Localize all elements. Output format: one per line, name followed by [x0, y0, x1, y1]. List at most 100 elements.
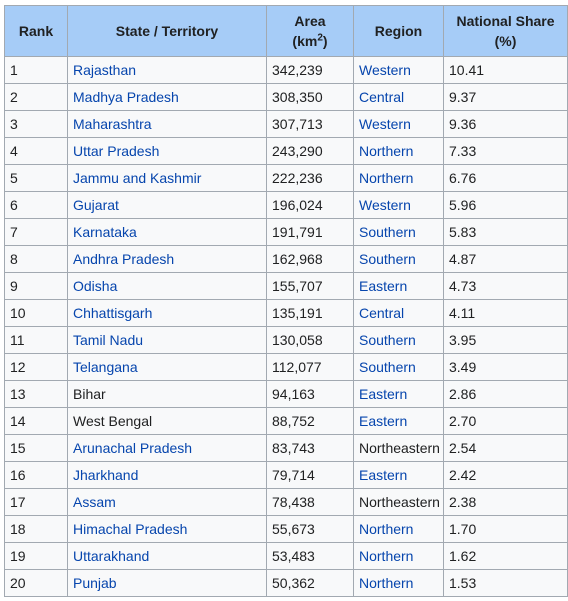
table-row: 16 Jharkhand 79,714 Eastern 2.42 — [4, 461, 568, 489]
state-link[interactable]: Gujarat — [67, 191, 267, 219]
region-link: Northeastern — [353, 434, 444, 462]
region-link[interactable]: Southern — [353, 218, 444, 246]
area-unit-suffix: ) — [322, 33, 328, 49]
area-header-label: Area — [294, 13, 326, 29]
share-cell: 1.70 — [443, 515, 568, 543]
rank-cell: 12 — [4, 353, 68, 381]
table-row: 3 Maharashtra 307,713 Western 9.36 — [4, 110, 568, 138]
share-cell: 4.87 — [443, 245, 568, 273]
state-link[interactable]: Uttar Pradesh — [67, 137, 267, 165]
state-link[interactable]: Arunachal Pradesh — [67, 434, 267, 462]
area-cell: 162,968 — [266, 245, 354, 273]
rank-cell: 10 — [4, 299, 68, 327]
area-cell: 112,077 — [266, 353, 354, 381]
rank-cell: 16 — [4, 461, 68, 489]
region-link[interactable]: Northern — [353, 542, 444, 570]
table-row: 18 Himachal Pradesh 55,673 Northern 1.70 — [4, 515, 568, 543]
state-link[interactable]: Odisha — [67, 272, 267, 300]
state-link[interactable]: Karnataka — [67, 218, 267, 246]
rank-cell: 13 — [4, 380, 68, 408]
area-cell: 308,350 — [266, 83, 354, 111]
area-cell: 50,362 — [266, 569, 354, 597]
area-cell: 135,191 — [266, 299, 354, 327]
area-cell: 79,714 — [266, 461, 354, 489]
area-unit-superscript: 2 — [317, 32, 323, 44]
state-link[interactable]: Jammu and Kashmir — [67, 164, 267, 192]
share-cell: 5.96 — [443, 191, 568, 219]
region-link[interactable]: Southern — [353, 245, 444, 273]
region-column-header[interactable]: Region — [353, 5, 444, 57]
region-link[interactable]: Central — [353, 83, 444, 111]
state-link[interactable]: Chhattisgarh — [67, 299, 267, 327]
rank-cell: 9 — [4, 272, 68, 300]
share-column-header[interactable]: National Share (%) — [443, 5, 568, 57]
region-link[interactable]: Eastern — [353, 461, 444, 489]
region-link[interactable]: Northern — [353, 164, 444, 192]
share-cell: 10.41 — [443, 56, 568, 84]
state-link: West Bengal — [67, 407, 267, 435]
table-row: 15 Arunachal Pradesh 83,743 Northeastern 2.5… — [4, 434, 568, 462]
rank-cell: 17 — [4, 488, 68, 516]
share-cell: 2.70 — [443, 407, 568, 435]
table-row: 10 Chhattisgarh 135,191 Central 4.11 — [4, 299, 568, 327]
share-header-unit: (%) — [494, 33, 517, 49]
state-column-header[interactable]: State / Territory — [67, 5, 267, 57]
share-cell: 7.33 — [443, 137, 568, 165]
state-link[interactable]: Madhya Pradesh — [67, 83, 267, 111]
rank-cell: 3 — [4, 110, 68, 138]
table-row: 14 West Bengal 88,752 Eastern 2.70 — [4, 407, 568, 435]
share-cell: 3.95 — [443, 326, 568, 354]
region-link[interactable]: Western — [353, 56, 444, 84]
state-link[interactable]: Tamil Nadu — [67, 326, 267, 354]
table-row: 19 Uttarakhand 53,483 Northern 1.62 — [4, 542, 568, 570]
region-link[interactable]: Eastern — [353, 272, 444, 300]
area-cell: 94,163 — [266, 380, 354, 408]
area-column-header[interactable]: Area (km2) — [266, 5, 354, 57]
share-cell: 5.83 — [443, 218, 568, 246]
table-row: 6 Gujarat 196,024 Western 5.96 — [4, 191, 568, 219]
state-link[interactable]: Himachal Pradesh — [67, 515, 267, 543]
state-link[interactable]: Telangana — [67, 353, 267, 381]
area-cell: 307,713 — [266, 110, 354, 138]
region-link[interactable]: Northern — [353, 137, 444, 165]
state-link[interactable]: Assam — [67, 488, 267, 516]
area-cell: 155,707 — [266, 272, 354, 300]
region-link[interactable]: Northern — [353, 569, 444, 597]
share-cell: 1.53 — [443, 569, 568, 597]
region-link[interactable]: Eastern — [353, 380, 444, 408]
area-cell: 222,236 — [266, 164, 354, 192]
area-cell: 342,239 — [266, 56, 354, 84]
states-area-table: Rank State / Territory Area (km2) Region… — [4, 5, 568, 597]
region-link[interactable]: Southern — [353, 353, 444, 381]
region-link[interactable]: Eastern — [353, 407, 444, 435]
rank-cell: 1 — [4, 56, 68, 84]
share-cell: 2.54 — [443, 434, 568, 462]
share-cell: 9.37 — [443, 83, 568, 111]
state-link[interactable]: Maharashtra — [67, 110, 267, 138]
table-row: 9 Odisha 155,707 Eastern 4.73 — [4, 272, 568, 300]
area-cell: 191,791 — [266, 218, 354, 246]
region-link[interactable]: Western — [353, 110, 444, 138]
state-link[interactable]: Andhra Pradesh — [67, 245, 267, 273]
table-row: 7 Karnataka 191,791 Southern 5.83 — [4, 218, 568, 246]
rank-cell: 6 — [4, 191, 68, 219]
table-row: 12 Telangana 112,077 Southern 3.49 — [4, 353, 568, 381]
state-link[interactable]: Jharkhand — [67, 461, 267, 489]
rank-cell: 7 — [4, 218, 68, 246]
state-link[interactable]: Uttarakhand — [67, 542, 267, 570]
rank-cell: 20 — [4, 569, 68, 597]
state-link[interactable]: Rajasthan — [67, 56, 267, 84]
area-header-unit: (km2) — [271, 31, 349, 51]
rank-cell: 4 — [4, 137, 68, 165]
region-link[interactable]: Southern — [353, 326, 444, 354]
region-link[interactable]: Northern — [353, 515, 444, 543]
share-cell: 4.73 — [443, 272, 568, 300]
share-cell: 2.38 — [443, 488, 568, 516]
table-row: 2 Madhya Pradesh 308,350 Central 9.37 — [4, 83, 568, 111]
state-link[interactable]: Punjab — [67, 569, 267, 597]
rank-column-header[interactable]: Rank — [4, 5, 68, 57]
table-row: 1 Rajasthan 342,239 Western 10.41 — [4, 56, 568, 84]
region-link[interactable]: Central — [353, 299, 444, 327]
region-link[interactable]: Western — [353, 191, 444, 219]
rank-cell: 8 — [4, 245, 68, 273]
